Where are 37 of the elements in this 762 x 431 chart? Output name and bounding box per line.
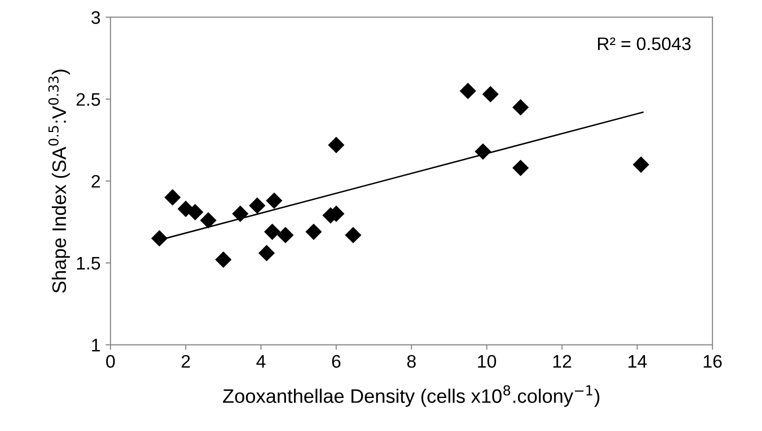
point bbox=[474, 143, 492, 160]
x-tick-label: 14 bbox=[628, 355, 647, 368]
y-tick-label: 1.5 bbox=[77, 257, 100, 270]
point bbox=[305, 224, 322, 240]
x-tick-label: 12 bbox=[553, 355, 572, 368]
point bbox=[164, 189, 181, 206]
point bbox=[344, 226, 362, 244]
x-tick-label: 4 bbox=[256, 355, 266, 368]
x-tick-label: 2 bbox=[182, 355, 190, 368]
point bbox=[249, 197, 266, 214]
point bbox=[632, 156, 650, 173]
y-axis-title: Shape Index (SA$^{0.5}$:V$^{0.33}$) bbox=[48, 70, 70, 293]
point bbox=[151, 230, 168, 247]
x-tick-label: 10 bbox=[478, 355, 496, 368]
point bbox=[512, 99, 529, 116]
point bbox=[186, 204, 204, 220]
point bbox=[512, 160, 529, 176]
point bbox=[277, 226, 294, 244]
point bbox=[460, 82, 476, 100]
x-tick-label: 6 bbox=[332, 355, 340, 368]
y-tick-label: 1 bbox=[92, 338, 100, 352]
point bbox=[258, 244, 275, 262]
point bbox=[482, 86, 499, 102]
point bbox=[328, 136, 344, 154]
point bbox=[215, 251, 232, 268]
y-tick-label: 3 bbox=[91, 11, 100, 24]
x-tick-label: 16 bbox=[704, 355, 722, 368]
point bbox=[266, 192, 282, 209]
y-tick-label: 2 bbox=[92, 174, 100, 188]
x-tick-label: 0 bbox=[106, 355, 115, 368]
x-tick-label: 8 bbox=[407, 355, 416, 368]
point bbox=[264, 224, 280, 240]
point bbox=[232, 206, 249, 222]
y-tick-label: 2.5 bbox=[76, 93, 100, 106]
point bbox=[200, 212, 217, 229]
annotation: R² = 0.5043 bbox=[598, 37, 691, 50]
x-axis-title: Zooxanthellae Density (cells x10$^{8}$.colony$^{−1}$) bbox=[223, 385, 600, 407]
